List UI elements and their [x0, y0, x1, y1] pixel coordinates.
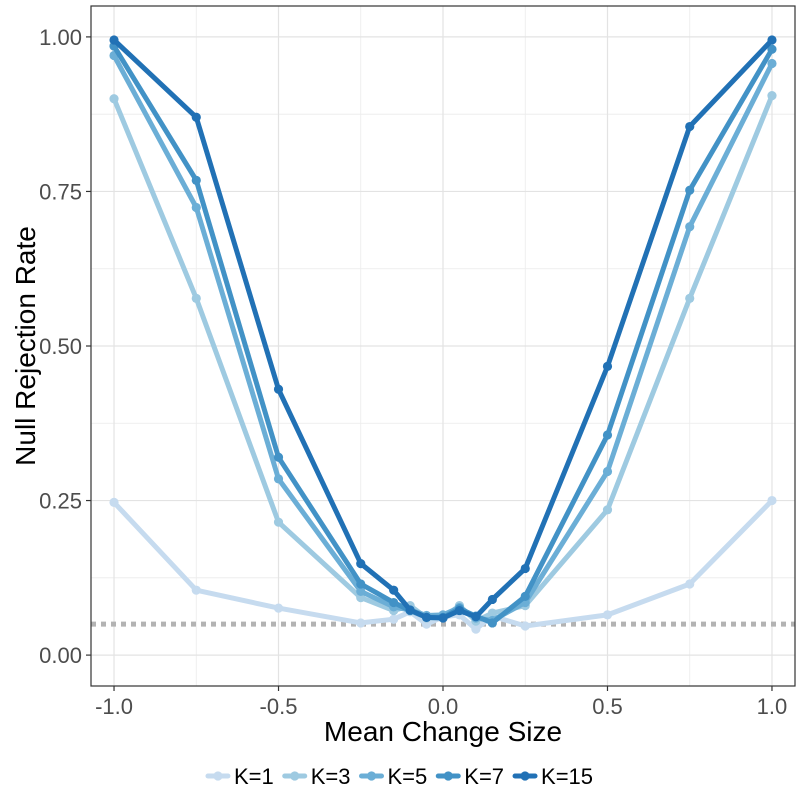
data-point	[191, 202, 201, 213]
data-point	[487, 618, 497, 628]
grid	[91, 6, 795, 686]
y-tick-label: 1.00	[39, 25, 82, 50]
data-point	[520, 591, 530, 601]
y-tick-label: 0.00	[39, 643, 82, 668]
data-point	[602, 466, 613, 477]
legend-label: K=5	[388, 764, 428, 789]
legend-label: K=1	[234, 764, 274, 789]
legend-key	[359, 771, 384, 781]
legend-key	[205, 771, 231, 781]
data-point	[487, 594, 497, 605]
data-point	[602, 430, 613, 440]
data-point	[520, 563, 530, 574]
series-k15	[109, 35, 777, 623]
data-point	[438, 613, 448, 623]
data-point	[685, 293, 695, 303]
data-point	[602, 505, 613, 515]
legend-key-point	[366, 771, 377, 781]
data-point	[471, 612, 481, 622]
x-axis-title: Mean Change Size	[324, 716, 562, 747]
data-point	[356, 618, 366, 628]
legend: K=1 K=3 K=5 K=7 K=15	[205, 764, 593, 789]
data-point	[602, 610, 613, 620]
data-point	[487, 608, 497, 618]
data-point	[273, 517, 284, 527]
legend-key-point	[213, 771, 223, 781]
x-tick-label: 0.5	[592, 694, 623, 719]
y-tick-label: 0.25	[39, 489, 82, 514]
data-point	[602, 361, 613, 371]
data-point	[767, 35, 777, 45]
data-point	[767, 44, 777, 54]
data-point	[767, 495, 777, 506]
data-point	[685, 185, 695, 195]
legend-label: K=7	[464, 764, 504, 789]
data-point	[454, 605, 465, 616]
data-point	[685, 579, 695, 589]
series-group	[109, 35, 777, 634]
x-tick-label: 0.0	[428, 694, 459, 719]
data-point	[356, 559, 366, 569]
data-point	[273, 384, 284, 394]
data-point	[356, 579, 366, 589]
data-point	[191, 585, 201, 595]
data-point	[109, 94, 119, 104]
y-tick-label: 0.50	[39, 334, 82, 359]
data-point	[191, 112, 201, 122]
x-tick-label: 1.0	[757, 694, 788, 719]
legend-label: K=15	[541, 764, 593, 789]
legend-label: K=3	[311, 764, 351, 789]
y-axis-title: Null Rejection Rate	[10, 226, 41, 466]
data-point	[389, 614, 399, 624]
data-point	[273, 603, 284, 613]
data-point	[273, 452, 284, 462]
legend-key	[282, 771, 308, 781]
data-point	[471, 624, 481, 634]
data-point	[520, 621, 530, 631]
data-point	[421, 612, 432, 622]
data-point	[685, 121, 695, 132]
data-point	[109, 497, 119, 507]
data-point	[767, 58, 777, 69]
legend-key	[512, 771, 538, 781]
axes: -1.0 -0.5 0.0 0.5 1.0 0.00 0.25 0.50 0.75 1.00	[39, 25, 787, 719]
data-point	[405, 605, 415, 615]
legend-key-point	[520, 771, 530, 781]
data-point	[273, 474, 284, 484]
data-point	[767, 91, 777, 101]
y-tick-label: 0.75	[39, 179, 82, 204]
data-point	[356, 586, 366, 597]
legend-key	[435, 771, 461, 781]
data-point	[191, 175, 201, 185]
data-point	[389, 597, 399, 608]
legend-key-point	[290, 771, 300, 781]
data-point	[389, 585, 399, 595]
x-tick-label: -0.5	[260, 694, 298, 719]
data-point	[685, 222, 695, 232]
data-point	[109, 35, 119, 45]
legend-key-point	[443, 771, 453, 781]
data-point	[191, 293, 201, 303]
x-tick-label: -1.0	[95, 694, 133, 719]
